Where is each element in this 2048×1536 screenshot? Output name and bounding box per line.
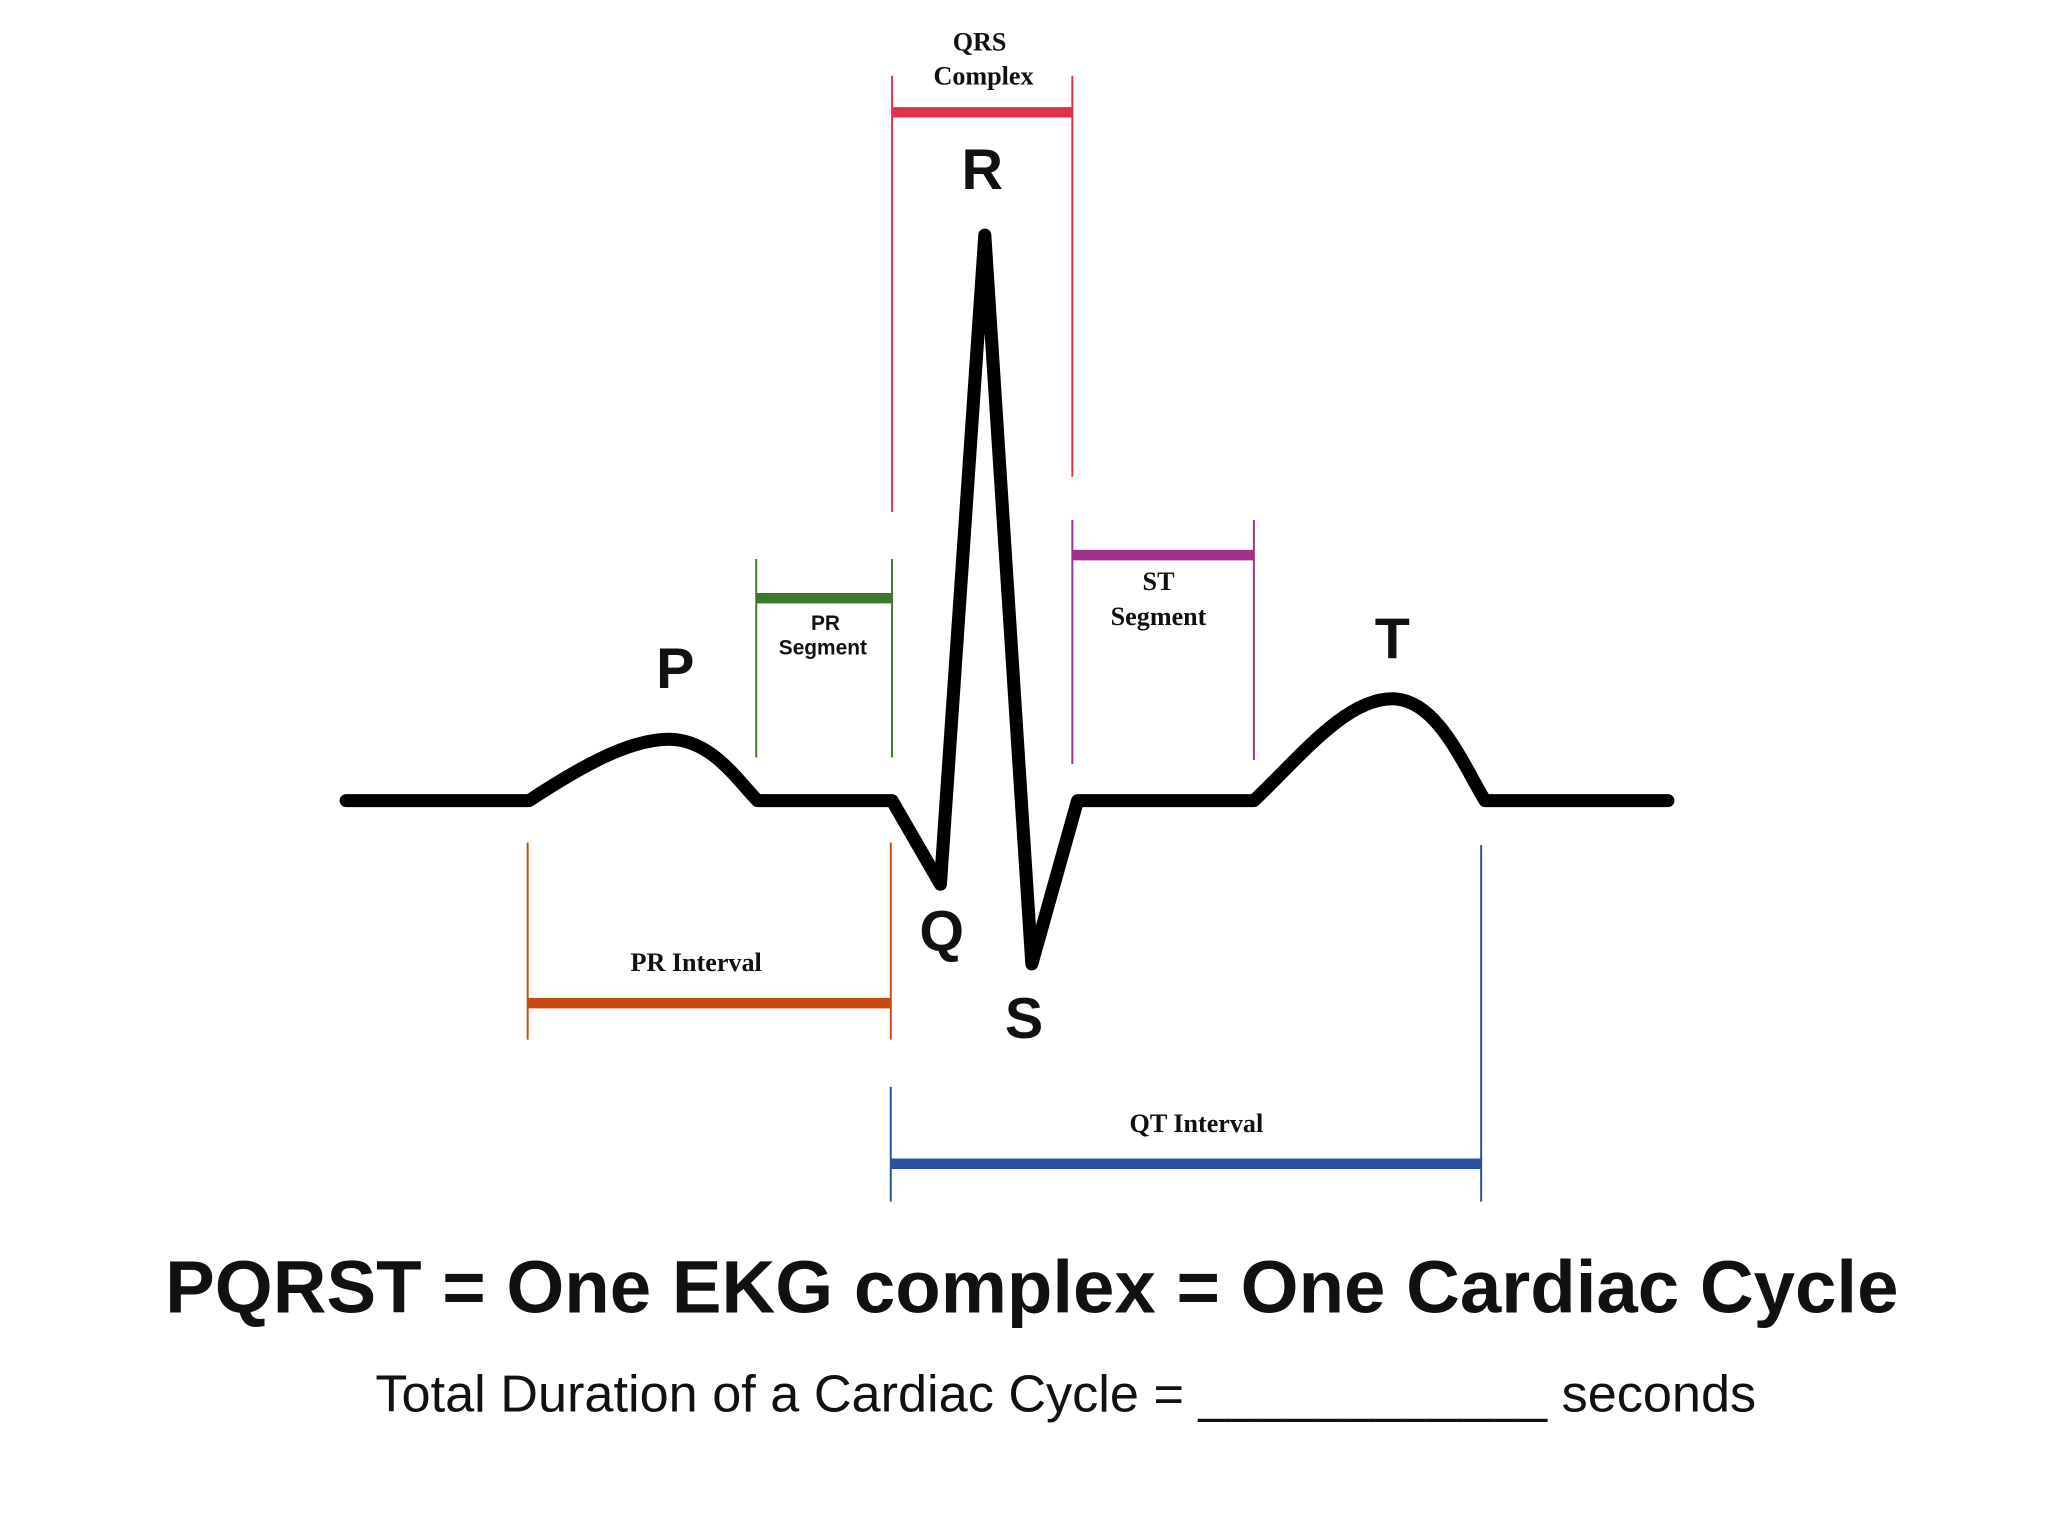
st-segment-label: ST bbox=[1143, 567, 1176, 596]
wave-label: P bbox=[656, 637, 694, 701]
wave-label: R bbox=[961, 138, 1003, 202]
pr-interval-label: PR Interval bbox=[631, 948, 762, 977]
title: PQRST = One EKG complex = One Cardiac Cy… bbox=[165, 1246, 1898, 1329]
qrs-bracket bbox=[891, 75, 1074, 512]
qrs-label: Complex bbox=[933, 61, 1033, 90]
wave-label: Q bbox=[919, 899, 964, 963]
qrs-label: QRS bbox=[953, 27, 1007, 56]
ecg-trace bbox=[339, 228, 1675, 971]
wave-label: S bbox=[1005, 987, 1043, 1051]
qt-interval-bracket bbox=[889, 845, 1483, 1202]
pr-segment-bracket bbox=[755, 559, 894, 758]
wave-label: T bbox=[1375, 607, 1410, 671]
pr-segment-label: PR bbox=[811, 612, 840, 635]
st-segment-label: Segment bbox=[1111, 602, 1207, 631]
pr-segment-label: Segment bbox=[779, 637, 867, 660]
pr-interval-bracket bbox=[526, 842, 892, 1040]
qt-interval-label: QT Interval bbox=[1130, 1109, 1264, 1138]
subtitle: Total Duration of a Cardiac Cycle = ____… bbox=[375, 1365, 1756, 1423]
st-segment-bracket bbox=[1071, 519, 1255, 765]
